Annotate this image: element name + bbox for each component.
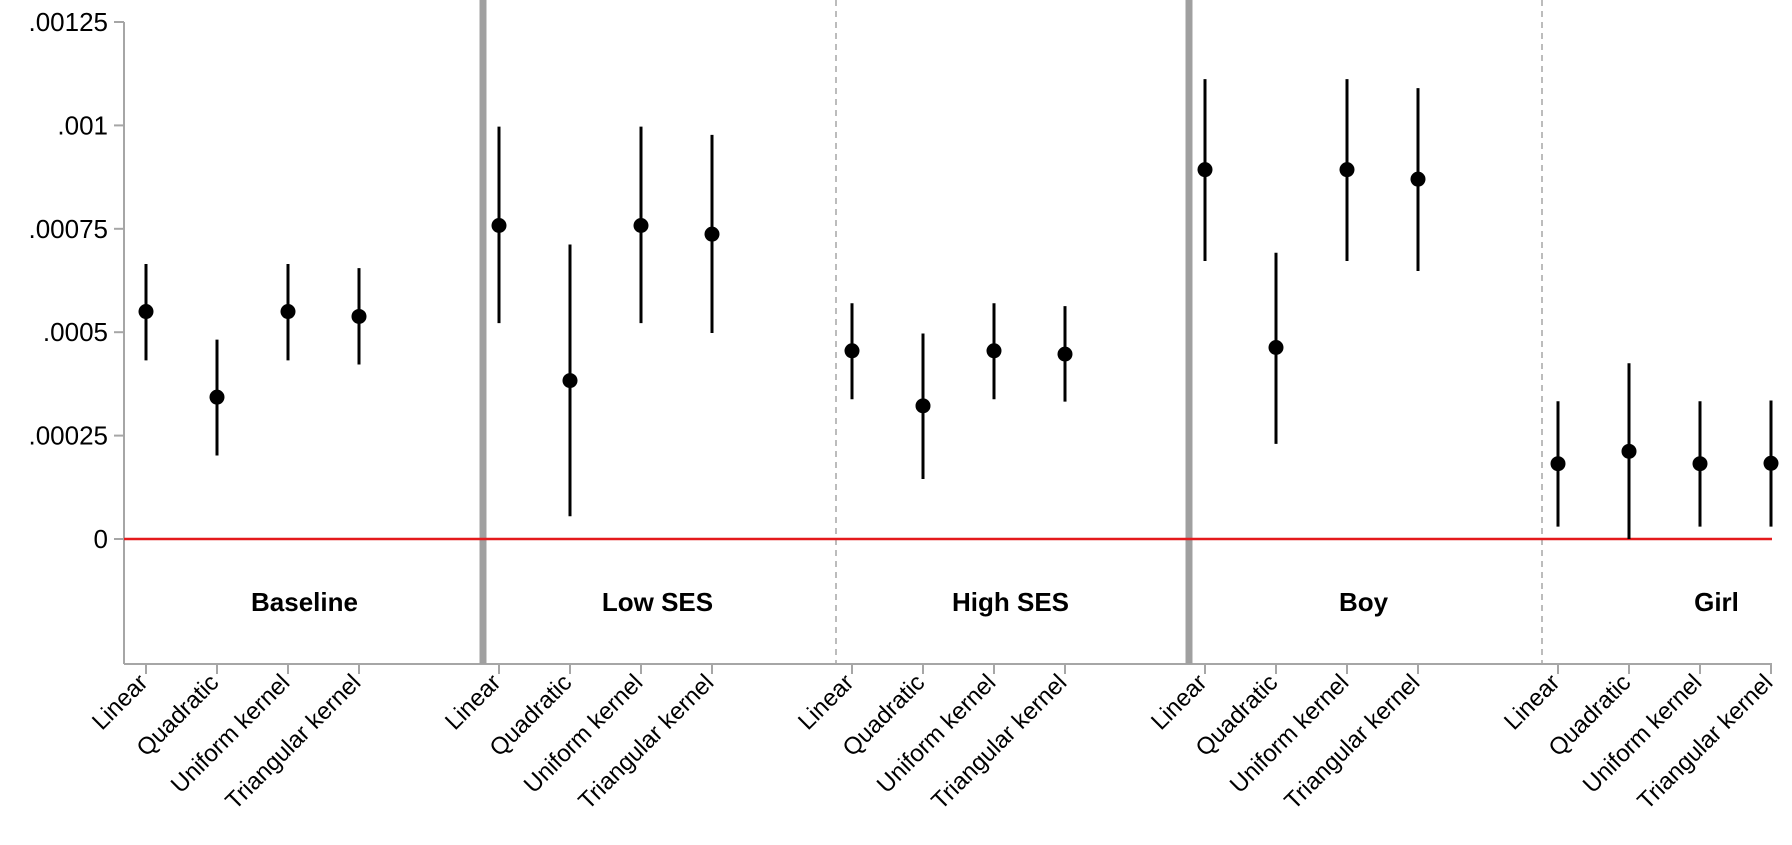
point-estimate — [986, 343, 1002, 359]
y-tick-label: 0 — [94, 524, 108, 554]
point-estimate — [209, 389, 225, 405]
point-estimate — [1268, 340, 1284, 356]
x-tick-label: Triangular kernel — [926, 669, 1072, 815]
point-estimate — [844, 343, 860, 359]
x-tick-label: Triangular kernel — [573, 669, 719, 815]
point-estimate — [138, 304, 154, 320]
y-tick-label: .001 — [57, 110, 108, 140]
x-tick-label: Linear — [1499, 669, 1565, 735]
y-tick-label: .00125 — [28, 7, 108, 37]
x-tick-label: Triangular kernel — [220, 669, 366, 815]
point-estimate — [1197, 162, 1213, 178]
x-tick-label: Triangular kernel — [1632, 669, 1778, 815]
point-estimate — [351, 308, 367, 324]
y-tick-label: .00075 — [28, 214, 108, 244]
point-estimate — [633, 217, 649, 233]
x-tick-label: Linear — [87, 669, 153, 735]
point-estimate — [704, 226, 720, 242]
x-tick-label: Linear — [440, 669, 506, 735]
group-label-baseline: Baseline — [251, 587, 358, 617]
y-tick-label: .00025 — [28, 421, 108, 451]
x-tick-label: Linear — [793, 669, 859, 735]
x-tick-label: Linear — [1146, 669, 1212, 735]
point-estimate — [491, 217, 507, 233]
point-estimate — [1339, 162, 1355, 178]
group-label-low-ses: Low SES — [602, 587, 713, 617]
point-estimate — [1763, 455, 1779, 471]
point-estimate — [562, 373, 578, 389]
point-estimate — [1621, 443, 1637, 459]
point-estimate — [915, 398, 931, 414]
group-label-boy: Boy — [1339, 587, 1389, 617]
group-label-high-ses: High SES — [952, 587, 1069, 617]
x-tick-label: Triangular kernel — [1279, 669, 1425, 815]
point-estimate — [280, 304, 296, 320]
group-label-girl: Girl — [1694, 587, 1739, 617]
y-tick-label: .0005 — [43, 317, 108, 347]
point-estimate — [1692, 456, 1708, 472]
point-estimate — [1410, 171, 1426, 187]
point-estimate — [1550, 456, 1566, 472]
point-estimate — [1057, 346, 1073, 362]
